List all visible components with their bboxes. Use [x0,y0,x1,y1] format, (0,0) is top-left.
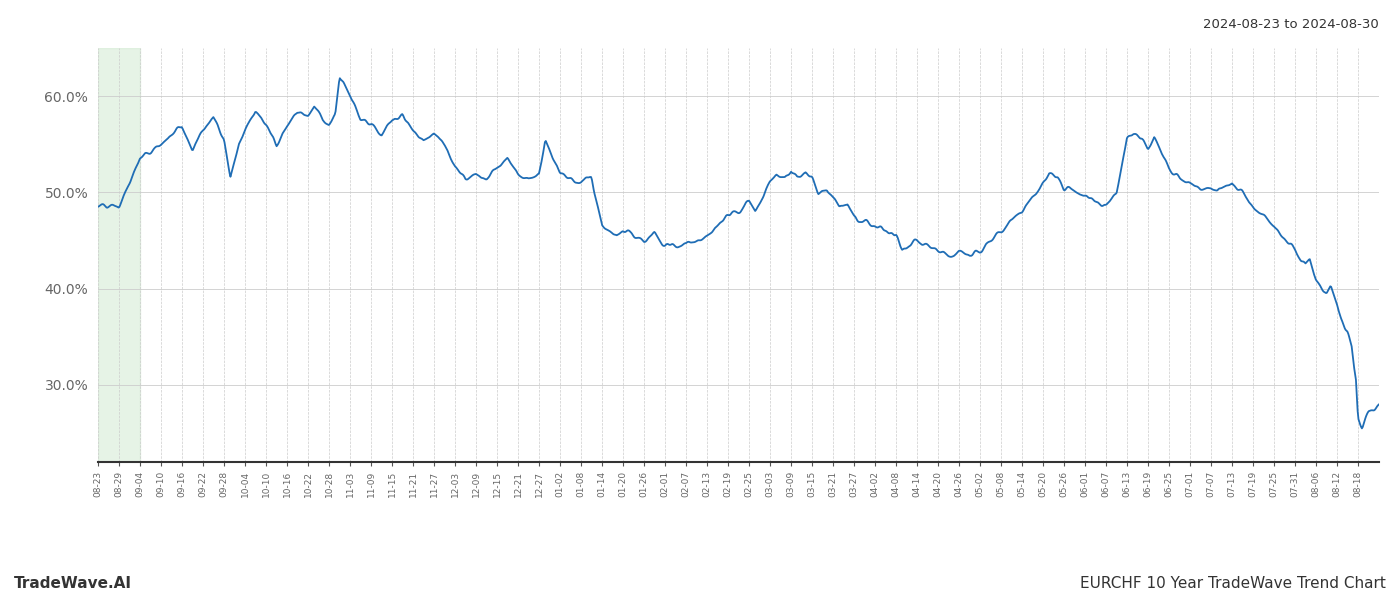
Text: EURCHF 10 Year TradeWave Trend Chart: EURCHF 10 Year TradeWave Trend Chart [1081,576,1386,591]
Text: 2024-08-23 to 2024-08-30: 2024-08-23 to 2024-08-30 [1203,18,1379,31]
Text: TradeWave.AI: TradeWave.AI [14,576,132,591]
Bar [98,48,140,462]
